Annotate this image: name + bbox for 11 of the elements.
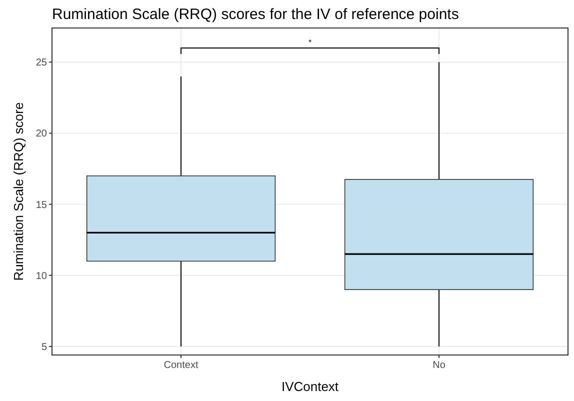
y-tick-label: 10 bbox=[36, 270, 48, 282]
y-tick-label: 20 bbox=[36, 128, 48, 140]
x-tick-label: Context bbox=[164, 360, 198, 371]
x-tick-label: No bbox=[432, 360, 446, 371]
y-tick-label: 15 bbox=[36, 200, 48, 211]
chart-title: Rumination Scale (RRQ) scores for the IV of reference points bbox=[52, 6, 459, 23]
x-axis-title: IVContext bbox=[281, 379, 339, 394]
y-tick-label: 5 bbox=[41, 342, 48, 353]
y-tick-label: 25 bbox=[36, 58, 48, 69]
y-axis-title: Rumination Scale (RRQ) score bbox=[11, 102, 26, 281]
annotation: * bbox=[308, 38, 312, 47]
